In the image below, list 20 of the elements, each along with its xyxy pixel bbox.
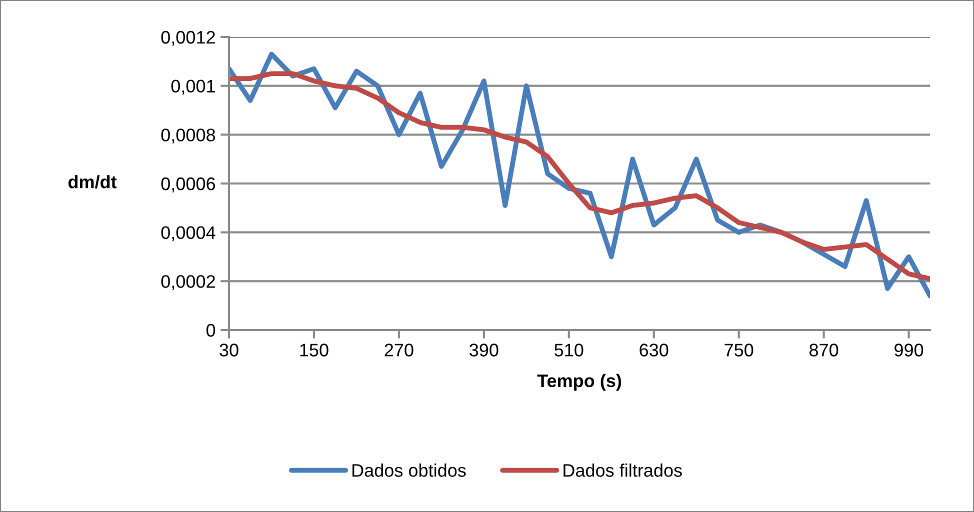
x-tick-label: 990: [894, 344, 924, 356]
x-tick-label: 150: [300, 344, 328, 356]
x-tick-label: 870: [810, 344, 838, 356]
y-tick-label: 0,0004: [161, 226, 216, 242]
y-tick-label: 0,0008: [161, 128, 216, 144]
x-tick-label: 630: [640, 344, 668, 356]
y-tick-label: 0: [206, 324, 216, 337]
x-tick-label: 750: [724, 344, 754, 356]
x-tick-label: 270: [384, 344, 414, 356]
y-axis-title: dm/dt: [68, 175, 117, 189]
legend-label: Dados filtrados: [564, 464, 682, 477]
x-axis-title: Tempo (s): [537, 374, 622, 391]
x-tick-label: 30: [220, 344, 238, 356]
y-tick-label: 0,0006: [161, 177, 216, 192]
x-tick-label: 510: [554, 344, 584, 356]
x-tick-label: 390: [470, 344, 498, 356]
y-tick-label: 0,001: [171, 80, 215, 95]
y-tick-label: 0,0012: [161, 30, 215, 46]
y-tick-label: 0,0002: [161, 275, 215, 290]
legend-label: Dados obtidos: [352, 464, 466, 477]
